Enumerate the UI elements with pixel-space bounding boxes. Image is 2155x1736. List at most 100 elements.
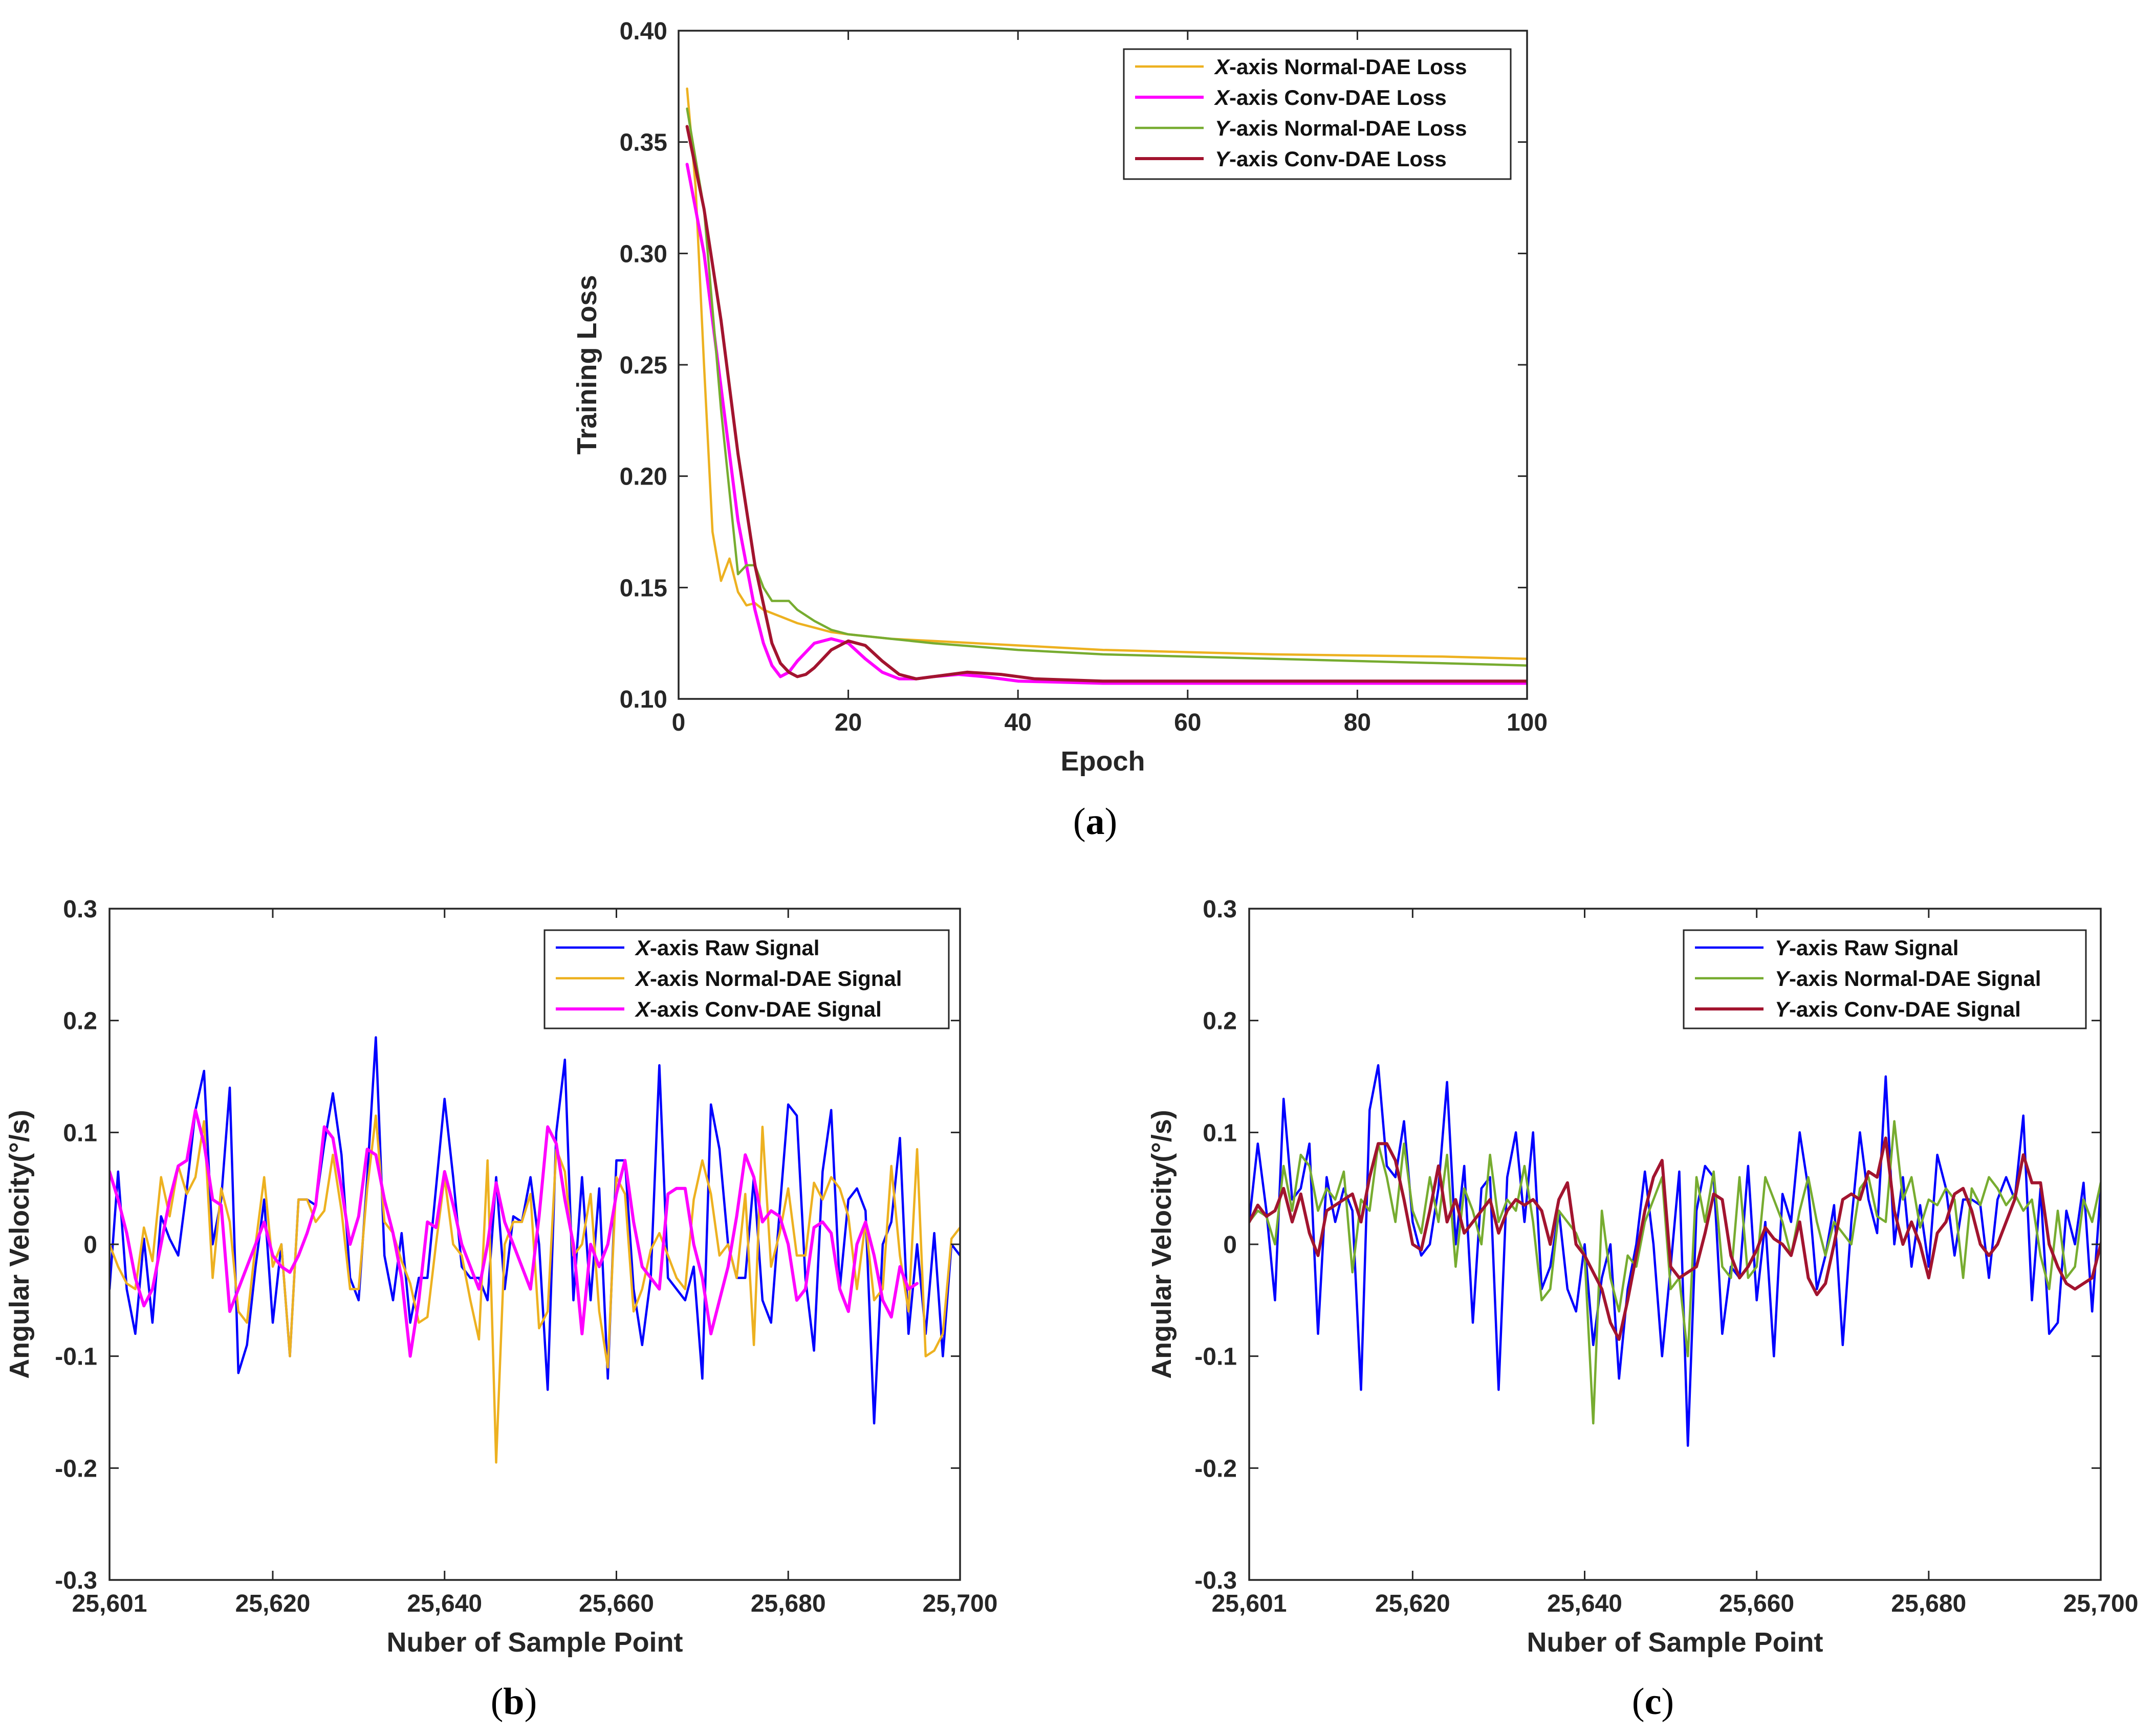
series-group xyxy=(110,1036,960,1464)
series-line-x_conv xyxy=(685,163,1527,685)
x-tick-label: 80 xyxy=(1344,709,1371,736)
panel-c-y-axis-signal-chart: 25,601 25,620 25,640 25,660 25,680 25,700 -0.3… xyxy=(1146,896,2138,1723)
x-tick-label: 100 xyxy=(1507,709,1548,736)
y-tick-label: 0 xyxy=(1223,1232,1237,1259)
legend-axis-letter: Y xyxy=(1215,116,1231,140)
x-tick-label: 25,660 xyxy=(1719,1590,1794,1617)
x-axis-label: Nuber of Sample Point xyxy=(1527,1627,1823,1658)
panel-b-x-axis-signal-chart: 25,601 25,620 25,640 25,660 25,680 25,700 -0.3… xyxy=(4,896,997,1723)
series-line-x_conv xyxy=(110,1108,919,1358)
legend-entry-label: Y-axis Normal-DAE Signal xyxy=(1775,966,2041,991)
y-tick-label: 0.20 xyxy=(620,464,667,491)
legend-series-name: -axis Raw Signal xyxy=(650,936,819,960)
panel-a-loss-chart: 0 20 40 60 80 100 0.10 0.15 0.20 0.25 0.30 0.35 0.40… xyxy=(572,18,1548,843)
legend-axis-letter: Y xyxy=(1215,147,1231,171)
y-tick-label: -0.2 xyxy=(1194,1455,1237,1482)
legend-entry-label: X-axis Normal-DAE Loss xyxy=(1214,55,1467,79)
series-line-y_conv xyxy=(1249,1136,2101,1341)
y-tick-label: 0.2 xyxy=(1203,1008,1237,1035)
legend-entry-label: Y-axis Raw Signal xyxy=(1775,936,1958,960)
x-tick-label: 40 xyxy=(1005,709,1032,736)
x-tick-label: 60 xyxy=(1174,709,1201,736)
legend-axis-letter: Y xyxy=(1775,936,1791,960)
y-axis-label: Angular Velocity(°/s) xyxy=(1146,1110,1177,1379)
series-line-y_normal xyxy=(1249,1120,2101,1425)
legend-series-name: -axis Raw Signal xyxy=(1789,936,1958,960)
legend-series-name: -axis Normal-DAE Signal xyxy=(650,966,902,991)
series-line-y_conv xyxy=(685,125,1527,683)
legend-axis-letter: X xyxy=(635,936,651,960)
y-tick-label: 0.2 xyxy=(63,1008,97,1035)
legend-axis-letter: X xyxy=(635,997,651,1021)
legend-entry-label: Y-axis Normal-DAE Loss xyxy=(1215,116,1467,140)
x-axis-label: Epoch xyxy=(1060,746,1145,777)
legend-series-name: -axis Normal-DAE Signal xyxy=(1789,966,2041,991)
y-tick-label: 0.40 xyxy=(620,18,667,45)
x-tick-label: 25,700 xyxy=(2063,1590,2139,1617)
y-tick-label: 0.30 xyxy=(620,240,667,268)
series-group xyxy=(685,87,1527,685)
series-group xyxy=(1249,1064,2101,1447)
legend-entry-label: Y-axis Conv-DAE Loss xyxy=(1215,147,1447,171)
y-tick-label: 0.25 xyxy=(620,352,667,379)
series-line-x_normal xyxy=(686,87,1527,660)
legend-entry-label: X-axis Conv-DAE Loss xyxy=(1214,85,1447,109)
x-tick-label: 25,700 xyxy=(923,1590,998,1617)
legend-series-name: -axis Normal-DAE Loss xyxy=(1229,116,1467,140)
x-tick-label: 25,601 xyxy=(72,1590,147,1617)
x-tick-label: 25,640 xyxy=(1547,1590,1622,1617)
y-tick-label: -0.1 xyxy=(1194,1344,1237,1371)
x-tick-label: 20 xyxy=(835,709,862,736)
panel-caption-letter: a xyxy=(1086,801,1105,843)
y-tick-label: -0.1 xyxy=(55,1344,97,1371)
panel-caption: (a) xyxy=(1073,801,1117,843)
y-tick-label: -0.3 xyxy=(55,1567,97,1594)
legend-box xyxy=(1123,48,1512,180)
panel-caption-letter: b xyxy=(503,1681,524,1723)
x-tick-label: 25,601 xyxy=(1212,1590,1287,1617)
x-tick-label: 25,680 xyxy=(751,1590,826,1617)
y-tick-label: 0.35 xyxy=(620,129,667,157)
legend-axis-letter: X xyxy=(635,966,651,991)
legend-entry-label: X-axis Raw Signal xyxy=(635,936,819,960)
y-tick-label: 0.10 xyxy=(620,686,667,713)
series-line-y_normal xyxy=(686,107,1527,667)
legend-axis-letter: X xyxy=(1214,85,1231,109)
x-tick-label: 25,640 xyxy=(407,1590,482,1617)
legend-entry-label: X-axis Conv-DAE Signal xyxy=(635,997,882,1021)
y-tick-label: -0.2 xyxy=(55,1455,97,1482)
panel-caption: (b) xyxy=(491,1681,537,1723)
y-axis-label: Angular Velocity(°/s) xyxy=(4,1110,35,1379)
legend-axis-letter: Y xyxy=(1775,997,1791,1021)
y-tick-label: 0 xyxy=(83,1232,97,1259)
y-axis-label: Training Loss xyxy=(572,275,602,454)
legend-series-name: -axis Conv-DAE Signal xyxy=(650,997,882,1021)
y-tick-label: 0.3 xyxy=(1203,896,1237,923)
legend-series-name: -axis Conv-DAE Loss xyxy=(1229,85,1447,109)
x-tick-label: 25,680 xyxy=(1891,1590,1966,1617)
y-tick-label: 0.1 xyxy=(1203,1119,1237,1147)
legend-series-name: -axis Conv-DAE Signal xyxy=(1789,997,2021,1021)
x-axis-label: Nuber of Sample Point xyxy=(386,1627,683,1658)
y-tick-label: 0.1 xyxy=(63,1119,97,1147)
x-tick-label: 25,620 xyxy=(235,1590,311,1617)
legend-axis-letter: X xyxy=(1214,55,1231,79)
legend-entry-label: X-axis Normal-DAE Signal xyxy=(635,966,902,991)
series-line-raw xyxy=(110,1036,960,1425)
legend-entry-label: Y-axis Conv-DAE Signal xyxy=(1775,997,2021,1021)
legend-series-name: -axis Normal-DAE Loss xyxy=(1229,55,1467,79)
y-tick-label: 0.3 xyxy=(63,896,97,923)
legend-series-name: -axis Conv-DAE Loss xyxy=(1229,147,1447,171)
y-tick-label: -0.3 xyxy=(1194,1567,1237,1594)
x-tick-label: 0 xyxy=(672,709,686,736)
y-tick-label: 0.15 xyxy=(620,575,667,602)
panel-caption: (c) xyxy=(1632,1681,1674,1723)
x-tick-label: 25,660 xyxy=(579,1590,654,1617)
panel-caption-letter: c xyxy=(1645,1681,1662,1723)
legend-axis-letter: Y xyxy=(1775,966,1791,991)
x-tick-label: 25,620 xyxy=(1375,1590,1450,1617)
